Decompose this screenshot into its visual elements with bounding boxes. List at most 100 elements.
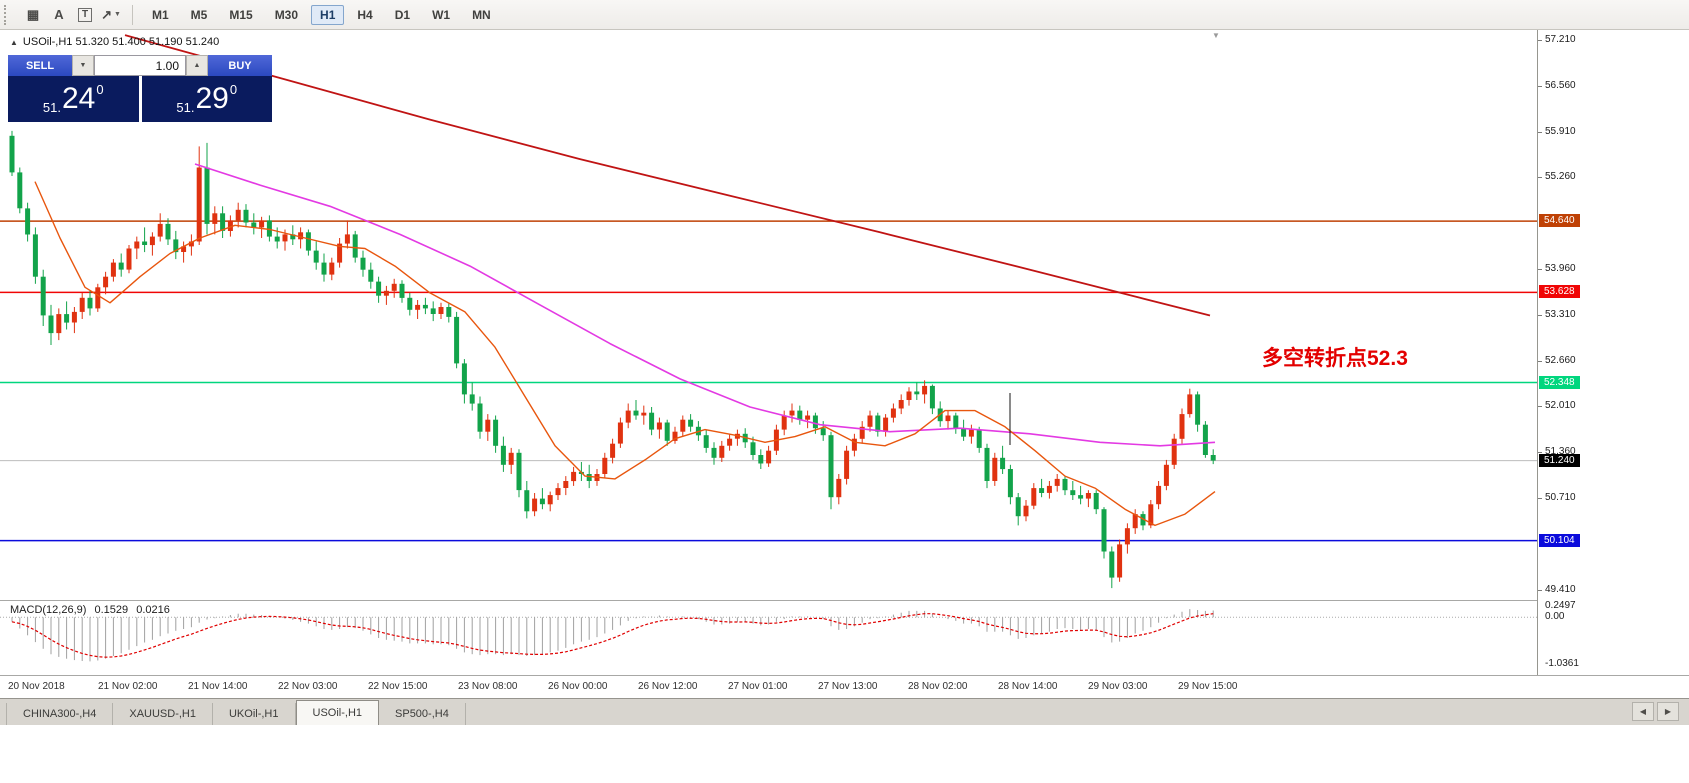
price-tick-label: 50.710 (1545, 492, 1576, 503)
toolbar: ▦ A T ↗ ▼ M1 M5 M15 M30 H1 H4 D1 W1 MN (0, 0, 1689, 30)
chart-ohlc-label: ▲ USOil-,H1 51.320 51.400 51.190 51.240 (10, 36, 219, 48)
toolbar-separator (132, 4, 133, 25)
buy-button[interactable]: BUY (208, 55, 272, 76)
tab-scroll-buttons: ◀ ▶ (1629, 702, 1679, 721)
timeframe-button-m15[interactable]: M15 (229, 7, 253, 22)
symbol-tab-xauusd-h1[interactable]: XAUUSD-,H1 (113, 703, 213, 725)
price-tick-mark (1538, 452, 1542, 453)
macd-name: MACD(12,26,9) (10, 604, 87, 616)
timeframe-button-h4[interactable]: H4 (357, 7, 373, 22)
timeframe-button-h1[interactable]: H1 (311, 4, 345, 25)
price-tick-label: 53.960 (1545, 263, 1576, 274)
timeframe-button-mn[interactable]: MN (472, 7, 491, 22)
timeframe-button-m5[interactable]: M5 (190, 7, 208, 22)
horizontal-lines (0, 220, 1537, 542)
time-label: 21 Nov 14:00 (188, 681, 248, 692)
price-tick-mark (1538, 132, 1542, 133)
symbol-tab-sp500-h4[interactable]: SP500-,H4 (379, 703, 466, 725)
macd-indicator-label: MACD(12,26,9) 0.1529 0.0216 (10, 604, 175, 616)
buy-price-prefix: 51. (176, 100, 195, 115)
time-label: 29 Nov 15:00 (1178, 681, 1238, 692)
price-scale[interactable]: 57.210 56.560 55.910 55.260 53.960 53.310 52.6… (1537, 30, 1689, 675)
current-price-tag: 51.240 (1539, 454, 1580, 467)
price-tick-mark (1538, 315, 1542, 316)
time-label: 21 Nov 02:00 (98, 681, 158, 692)
timeframe-button-w1[interactable]: W1 (432, 7, 451, 22)
volume-field (94, 55, 186, 76)
price-tick-label: 51.360 (1545, 446, 1576, 457)
time-label: 27 Nov 01:00 (728, 681, 788, 692)
insert-text-icon[interactable]: A (54, 7, 64, 22)
chart-tab-bar: CHINA300-,H4 XAUUSD-,H1 UKOil-,H1 USOil-,H1… (0, 698, 1689, 725)
macd-main-value: 0.1529 (94, 604, 129, 616)
time-label: 26 Nov 00:00 (548, 681, 608, 692)
macd-histogram (11, 609, 1214, 662)
price-tick-label: 53.310 (1545, 309, 1576, 320)
time-label: 28 Nov 14:00 (998, 681, 1058, 692)
buy-price-sup: 0 (229, 82, 238, 97)
price-tick-mark (1538, 406, 1542, 407)
panel-separator[interactable] (0, 600, 1689, 601)
text-label-icon[interactable]: T (73, 3, 97, 27)
buy-price-display[interactable]: 51. 29 0 (141, 76, 272, 122)
macd-scale-label: 0.00 (1545, 611, 1565, 622)
buy-price-big: 29 (195, 82, 229, 115)
price-tick-label: 55.910 (1545, 126, 1576, 137)
time-label: 22 Nov 03:00 (278, 681, 338, 692)
macd-panel[interactable] (0, 600, 1537, 675)
ma-lines (34, 34, 1216, 527)
symbol-tab-ukoil-h1[interactable]: UKOil-,H1 (212, 703, 296, 725)
sell-price-display[interactable]: 51. 24 0 (8, 76, 139, 122)
sell-button[interactable]: SELL (8, 55, 72, 76)
price-tag-53.628: 53.628 (1539, 285, 1580, 298)
time-label: 26 Nov 12:00 (638, 681, 698, 692)
toolbar-icons: ▦ A T ↗ ▼ (20, 3, 124, 27)
time-label: 27 Nov 13:00 (818, 681, 878, 692)
arrow-tool-icon[interactable]: ↗ ▼ (101, 6, 121, 22)
candles (9, 130, 1216, 589)
price-tick-mark (1538, 269, 1542, 270)
timeframe-button-m30[interactable]: M30 (274, 7, 299, 22)
macd-scale-label: 0.2497 (1545, 600, 1576, 611)
candlestick-chart[interactable] (0, 30, 1537, 600)
tab-scroll-left-icon[interactable]: ◀ (1632, 702, 1654, 721)
arrow-tool-icon-caret[interactable]: ▼ (113, 11, 121, 18)
volume-dropdown-button[interactable]: ▼ (72, 55, 94, 76)
volume-up-button[interactable]: ▲ (186, 55, 208, 76)
timeframe-toolbar: M1 M5 M15 M30 H1 H4 D1 W1 MN (141, 4, 502, 25)
chart-marker-icon: ▲ (10, 37, 18, 47)
price-tag-50.104: 50.104 (1539, 534, 1580, 547)
price-tick-mark (1538, 86, 1542, 87)
symbol-tab-china300-h4[interactable]: CHINA300-,H4 (6, 703, 114, 725)
sell-price-big: 24 (61, 82, 96, 115)
ma-mid-line (194, 163, 1216, 447)
time-label: 29 Nov 03:00 (1088, 681, 1148, 692)
time-label: 22 Nov 15:00 (368, 681, 428, 692)
tab-scroll-right-icon[interactable]: ▶ (1657, 702, 1679, 721)
price-tick-label: 57.210 (1545, 34, 1576, 45)
timeframe-button-d1[interactable]: D1 (394, 7, 411, 22)
toolbar-grip[interactable] (4, 4, 12, 25)
chart-shift-icon[interactable]: ▼ (1212, 31, 1220, 40)
sell-price-prefix: 51. (42, 100, 61, 115)
price-tick-label: 52.660 (1545, 355, 1576, 366)
macd-signal-value: 0.0216 (136, 604, 170, 616)
timeframe-button-m1[interactable]: M1 (152, 7, 169, 22)
price-tick-label: 49.410 (1545, 584, 1576, 595)
price-tick-mark (1538, 590, 1542, 591)
volume-input[interactable] (95, 56, 185, 75)
time-scale[interactable]: 20 Nov 2018 21 Nov 02:00 21 Nov 14:00 22 No… (0, 676, 1537, 697)
symbol-tab-usoil-h1[interactable]: USOil-,H1 (295, 700, 380, 725)
price-tag-54.640: 54.640 (1539, 214, 1580, 227)
price-tick-mark (1538, 498, 1542, 499)
ma-fast-line (34, 181, 1216, 527)
price-tick-label: 55.260 (1545, 171, 1576, 182)
one-click-trading-panel: SELL ▼ ▲ BUY 51. 24 0 51. 29 0 (8, 55, 272, 122)
ma-slow-line (124, 34, 1211, 317)
price-tick-label: 56.560 (1545, 80, 1576, 91)
price-tick-label: 52.010 (1545, 400, 1576, 411)
panel-separator[interactable] (0, 675, 1689, 676)
chart-grid-icon[interactable]: ▦ (26, 6, 40, 22)
macd-scale-label: -1.0361 (1545, 658, 1579, 669)
chart-text-annotation[interactable]: 多空转折点52.3 (1262, 347, 1408, 370)
